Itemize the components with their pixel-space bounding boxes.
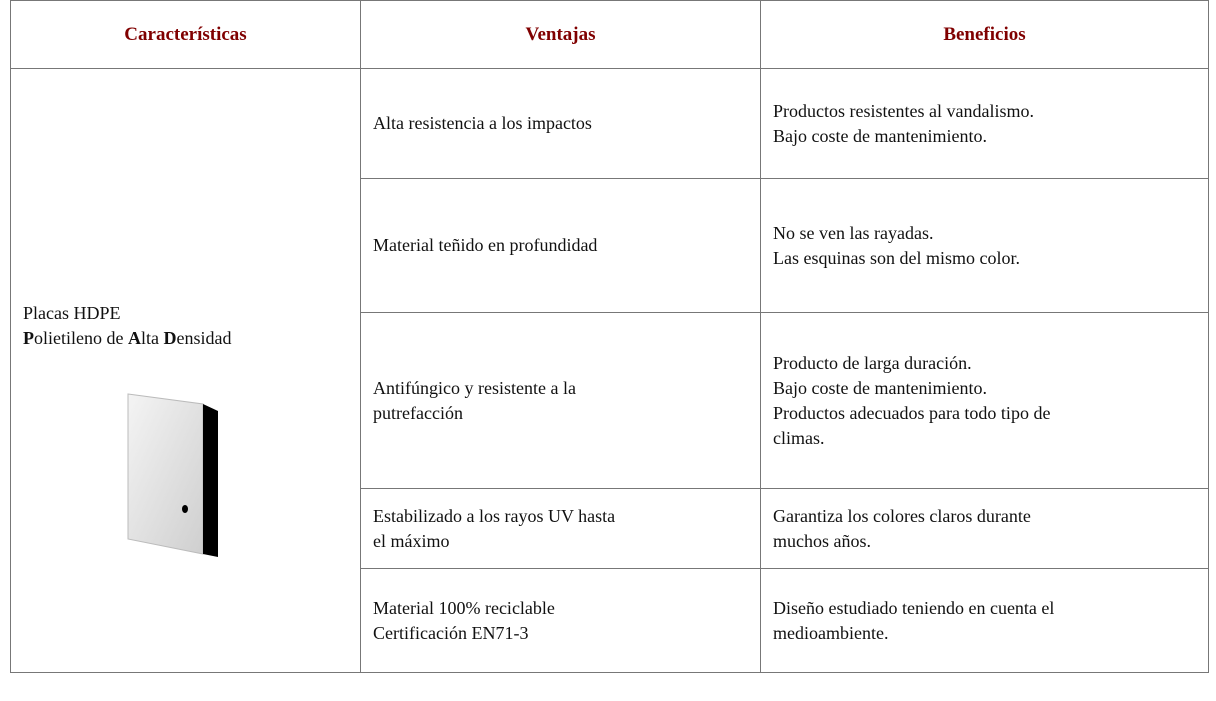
cell-line: Material 100% reciclable: [373, 597, 555, 618]
cell-line: Material teñido en profundidad: [373, 235, 598, 255]
text-segment: A: [127, 328, 141, 348]
cell-line: climas.: [773, 427, 825, 448]
characteristic-cell: Placas HDPE Polietileno de Alta Densidad: [10, 68, 361, 673]
cell-line: Productos resistentes al vandalismo.: [773, 100, 1034, 121]
header-cell: Ventajas: [360, 0, 761, 69]
cell-line: medioambiente.: [773, 622, 889, 643]
cell-line: Estabilizado a los rayos UV hasta: [373, 505, 616, 526]
cell-line: muchos años.: [773, 530, 871, 551]
ventajas-cell: Antifúngico y resistente a la putrefacció…: [360, 312, 761, 489]
cell-line: el máximo: [373, 530, 450, 551]
cell-line: Diseño estudiado teniendo en cuenta el: [773, 597, 1055, 618]
table-body: Placas HDPE Polietileno de Alta Densidad …: [10, 68, 1209, 673]
table-row: Material 100% reciclable Certificación EN…: [11, 568, 1209, 673]
cell-line: Alta resistencia a los impactos: [373, 113, 592, 133]
beneficios-cell: Garantiza los colores claros durante much…: [760, 488, 1209, 569]
cell-line: Polietileno de Alta Densidad: [23, 326, 348, 351]
header-cell: Características: [10, 0, 361, 69]
table-row: Material teñido en profundidad No se ven …: [11, 178, 1209, 313]
text-segment: lta: [140, 328, 164, 348]
cell-line: putrefacción: [373, 402, 463, 423]
table-row: Placas HDPE Polietileno de Alta Densidad …: [10, 68, 1209, 673]
cell-line: Placas HDPE: [23, 303, 121, 323]
cell-line: Producto de larga duración.: [773, 352, 972, 373]
cell-line: Antifúngico y resistente a la: [373, 377, 576, 398]
beneficios-cell: No se ven las rayadas. Las esquinas son d…: [760, 178, 1209, 313]
ventajas-cell: Estabilizado a los rayos UV hasta el máxi…: [360, 488, 761, 569]
header-row: Características Ventajas Beneficios: [10, 0, 1209, 69]
beneficios-cell: Productos resistentes al vandalismo. Bajo…: [760, 68, 1209, 179]
ventajas-cell: Material 100% reciclable Certificación EN…: [360, 568, 761, 673]
cell-line: Certificación EN71-3: [373, 622, 529, 643]
panel-image: [127, 393, 218, 557]
cell-line: Bajo coste de mantenimiento.: [773, 125, 987, 146]
text-segment: olietileno de: [34, 328, 128, 348]
beneficios-cell: Diseño estudiado teniendo en cuenta el me…: [760, 568, 1209, 673]
ventajas-cell: Material teñido en profundidad: [360, 178, 761, 313]
header-cell: Beneficios: [760, 0, 1209, 69]
beneficios-cell: Producto de larga duración. Bajo coste de…: [760, 312, 1209, 489]
cell-line: Garantiza los colores claros durante: [773, 505, 1031, 526]
text-segment: D: [163, 328, 177, 348]
cell-line: Productos adecuados para todo tipo de: [773, 402, 1051, 423]
table-row: Antifúngico y resistente a la putrefacció…: [11, 312, 1209, 489]
text-segment: ensidad: [176, 328, 232, 348]
text-segment: P: [23, 328, 34, 348]
cell-line: No se ven las rayadas.: [773, 222, 934, 243]
ventajas-cell: Alta resistencia a los impactos: [360, 68, 761, 179]
features-table: Características Ventajas Beneficios Placas…: [10, 0, 1209, 673]
cell-line: Las esquinas son del mismo color.: [773, 247, 1020, 268]
cell-line: Bajo coste de mantenimiento.: [773, 377, 987, 398]
